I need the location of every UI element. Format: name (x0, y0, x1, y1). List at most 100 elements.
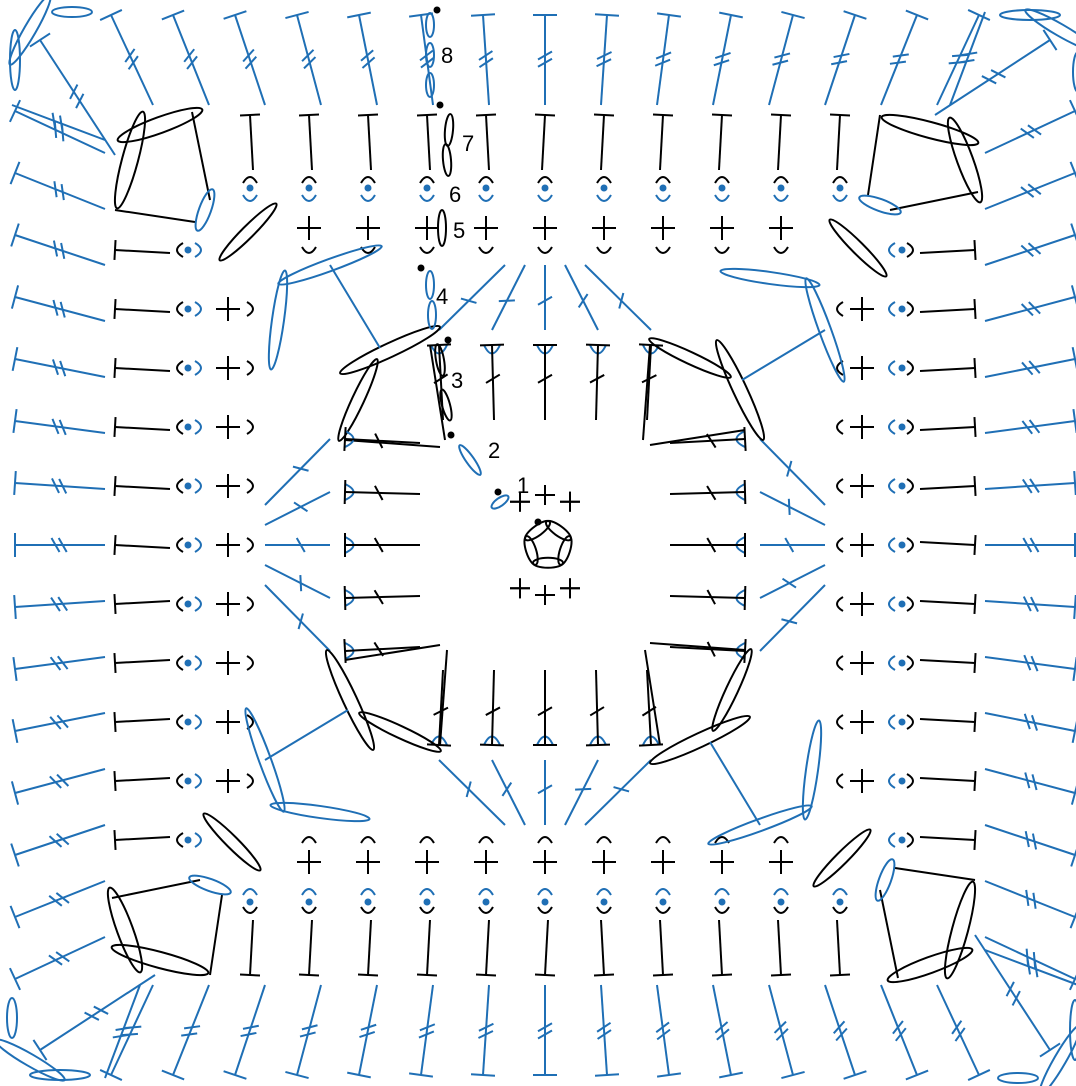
stitch-top (113, 416, 117, 438)
stitch-top (1072, 408, 1076, 434)
stitch-tick (951, 1020, 963, 1035)
stitch-line (919, 367, 976, 372)
loop-mark (714, 888, 730, 896)
stitch-tick (895, 1027, 907, 1042)
stitch-line (114, 209, 196, 223)
loop-mark (246, 537, 254, 553)
stitch-line (344, 646, 421, 652)
loop-mark (773, 888, 789, 896)
stitch-top (285, 10, 309, 20)
stitch-tick (613, 786, 630, 793)
stitch-tick (1031, 714, 1038, 731)
chain-stitch (425, 270, 435, 300)
stitch-top (1071, 347, 1076, 371)
chain-stitch (719, 267, 821, 289)
stitch-tick (55, 951, 70, 963)
row-label: 6 (449, 182, 461, 207)
stitch-line (14, 234, 106, 266)
chain-stitch (997, 1072, 1039, 1084)
loop-mark (832, 176, 848, 184)
loop-mark (419, 836, 435, 844)
slip-stitch (423, 184, 431, 192)
slip-stitch (184, 305, 192, 313)
stitch-line (584, 264, 652, 331)
slip-stitch (898, 659, 906, 667)
stitch-line (14, 880, 106, 918)
stitch-line (329, 264, 381, 349)
chain-stitch (29, 1069, 91, 1081)
stitch-tick (781, 577, 797, 589)
loop-mark (832, 888, 848, 896)
stitch-tick (537, 295, 553, 306)
stitch-line (491, 344, 495, 421)
side (510, 8, 1076, 1058)
stitch-tick (537, 1029, 553, 1040)
stitch-line (14, 656, 106, 670)
row-label: 3 (451, 368, 463, 393)
stitch-top (843, 1070, 867, 1080)
slip-stitch (534, 518, 542, 526)
stitch-top (113, 534, 117, 556)
chain-stitch (202, 812, 262, 872)
stitch-line (438, 759, 506, 826)
stitch-line (984, 296, 1076, 322)
chain-stitch (714, 339, 766, 441)
stitch-line (656, 984, 670, 1076)
stitch-top (13, 594, 17, 620)
stitch-tick (1023, 654, 1032, 671)
chain-stitch (801, 719, 823, 821)
slip-stitch (494, 488, 502, 496)
loop-mark (176, 714, 184, 730)
loop-mark (176, 242, 184, 258)
stitch-line (880, 14, 918, 106)
loop-mark (537, 176, 553, 184)
loop-mark (888, 360, 896, 376)
loop-mark (194, 773, 202, 789)
stitch-top (973, 711, 977, 733)
slip-stitch (184, 246, 192, 254)
stitch-tick (58, 478, 68, 494)
chain-stitch (51, 6, 93, 18)
stitch-line (777, 114, 782, 171)
stitch-line (482, 14, 490, 106)
loop-mark (301, 906, 317, 914)
stitch-tick (1022, 478, 1033, 494)
stitch-tick (589, 374, 605, 384)
stitch-top (10, 223, 20, 247)
stitch-top (32, 1039, 48, 1061)
slip-stitch (777, 184, 785, 192)
stitch-line (642, 344, 651, 441)
stitch-tick (460, 297, 477, 304)
stitch-line (984, 880, 1076, 918)
stitch-tick (1032, 892, 1037, 909)
loop-mark (773, 906, 789, 914)
stitch-line (836, 919, 841, 976)
loop-mark (246, 655, 254, 671)
stitch-tick (127, 55, 139, 70)
stitch-top (239, 113, 261, 117)
stitch-top (1069, 967, 1076, 991)
stitch-line (919, 777, 976, 782)
stitch-line (600, 114, 605, 171)
stitch-top (99, 1069, 123, 1081)
stitch-tick (786, 460, 793, 477)
loop-mark (832, 194, 848, 202)
stitch-tick (52, 359, 59, 376)
slip-stitch (659, 898, 667, 906)
stitch-tick (706, 537, 717, 553)
stitch-line (541, 114, 546, 171)
stitch-tick (50, 597, 61, 612)
stitch-top (973, 534, 977, 556)
stitch-top (416, 973, 438, 977)
stitch-tick (1021, 420, 1033, 435)
stitch-tick (1020, 127, 1035, 139)
stitch-line (426, 919, 431, 976)
stitch-line (984, 358, 1076, 378)
loop-mark (176, 537, 184, 553)
stitch-line (709, 741, 761, 826)
stitch-tick (833, 52, 850, 59)
stitch-line (308, 919, 313, 976)
stitch-tick (1028, 360, 1041, 374)
loop-mark (194, 419, 202, 435)
